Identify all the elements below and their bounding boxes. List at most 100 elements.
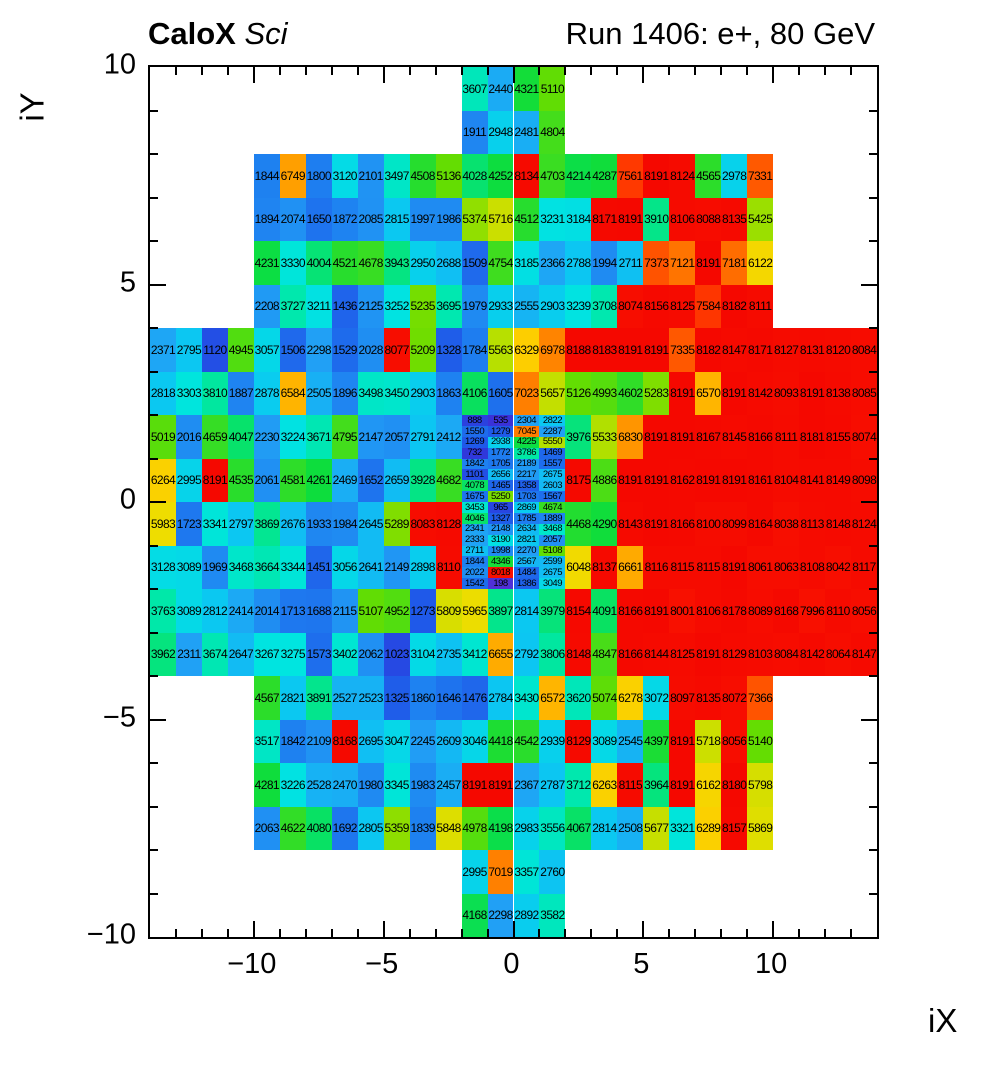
heatmap-cell: 8074	[851, 415, 877, 459]
heatmap-cell: 8166	[617, 589, 644, 633]
heatmap-cell: 8113	[799, 502, 826, 546]
heatmap-cell: 3582	[539, 893, 566, 937]
heatmap-cell: 5019	[150, 415, 176, 459]
heatmap-cell: 2014	[253, 589, 280, 633]
axis-tick	[330, 929, 333, 937]
axis-tick	[512, 921, 515, 937]
heatmap-fine-cell: 8018	[487, 567, 514, 579]
heatmap-cell: 5425	[747, 197, 774, 241]
heatmap-cell: 6048	[565, 545, 592, 589]
heatmap-cell: 4978	[461, 806, 488, 850]
heatmap-cell: 8167	[695, 415, 722, 459]
heatmap-cell: 3341	[201, 502, 228, 546]
heatmap-fine-cell: 965	[487, 502, 514, 513]
heatmap-cell: 8145	[721, 415, 748, 459]
heatmap-cell: 6570	[695, 371, 722, 415]
heatmap-cell: 2074	[279, 197, 306, 241]
heatmap-cell: 5374	[461, 197, 488, 241]
heatmap-cell: 3321	[669, 806, 696, 850]
heatmap-fine-cell: 888	[461, 415, 488, 426]
heatmap-fine-cell: 2599	[539, 556, 566, 568]
axis-tick	[382, 921, 385, 937]
heatmap-cell: 5809	[435, 589, 462, 633]
heatmap-cell: 5110	[539, 67, 566, 111]
heatmap-cell: 8191	[617, 458, 644, 502]
heatmap-cell: 2878	[253, 371, 280, 415]
heatmap-cell: 4682	[435, 458, 462, 502]
heatmap-cell: 6264	[150, 458, 176, 502]
heatmap-fine-cell: 2287	[539, 425, 566, 437]
heatmap-cell: 4945	[227, 328, 254, 372]
heatmap-cell: 4287	[591, 154, 618, 198]
heatmap-cell: 5126	[565, 371, 592, 415]
heatmap-cell: 4261	[305, 458, 332, 502]
heatmap-cell: 5209	[409, 328, 436, 372]
y-tick-label: 10	[103, 48, 136, 81]
heatmap-cell: 4106	[461, 371, 488, 415]
axis-tick	[150, 892, 158, 895]
heatmap-fine-cell: 3453	[461, 502, 488, 513]
heatmap-cell: 8142	[747, 371, 774, 415]
axis-tick	[252, 67, 255, 83]
heatmap-cell: 3072	[643, 676, 670, 720]
heatmap-cell: 1894	[253, 197, 280, 241]
heatmap-cell: 1573	[305, 632, 332, 676]
heatmap-cell: 8191	[695, 632, 722, 676]
axis-tick	[720, 67, 723, 75]
heatmap-cell: 8191	[669, 763, 696, 807]
heatmap-cell: 5136	[435, 154, 462, 198]
axis-tick	[356, 929, 359, 937]
heatmap-cell: 3430	[513, 676, 540, 720]
heatmap-cell: 2795	[175, 328, 202, 372]
heatmap-cell: 2791	[409, 415, 436, 459]
heatmap-cell: 3450	[383, 371, 410, 415]
heatmap-fine-cell: 2869	[513, 502, 540, 513]
heatmap-cell: 4397	[643, 719, 670, 763]
heatmap-cell: 3120	[331, 154, 358, 198]
axis-tick	[304, 929, 307, 937]
heatmap-cell: 1509	[461, 241, 488, 285]
heatmap-fine-cell: 2567	[513, 556, 540, 568]
heatmap-fine-cell: 1557	[539, 458, 566, 470]
heatmap-fine-cell: 1705	[487, 458, 514, 470]
heatmap-cell: 3224	[279, 415, 306, 459]
heatmap-cell: 2933	[487, 284, 514, 328]
axis-tick	[150, 283, 166, 286]
heatmap-cell: 8085	[851, 371, 877, 415]
heatmap-cell: 8155	[825, 415, 852, 459]
heatmap-cell: 8106	[669, 197, 696, 241]
heatmap-cell: 2797	[227, 502, 254, 546]
heatmap-cell: 2523	[357, 676, 384, 720]
heatmap-fine-cell: 2634	[513, 523, 540, 535]
heatmap-fine-cell: 4225	[513, 436, 540, 448]
axis-tick	[824, 929, 827, 937]
heatmap-fine-cell: 2675	[539, 469, 566, 481]
heatmap-cell: 2125	[357, 284, 384, 328]
heatmap-cell: 2784	[487, 676, 514, 720]
heatmap-cell: 2995	[175, 458, 202, 502]
heatmap-cell: 3806	[539, 632, 566, 676]
axis-tick	[590, 929, 593, 937]
heatmap-cell: 1688	[305, 589, 332, 633]
y-tick-label: 0	[119, 483, 136, 516]
heatmap-plot-frame: 3607 2440 4321 5110 1911 2948 2481 4804 1844 6749…	[148, 65, 879, 939]
heatmap-cell: 8191	[721, 371, 748, 415]
heatmap-cell: 4703	[539, 154, 566, 198]
y-tick-label: −10	[86, 918, 136, 951]
heatmap-cell: 4542	[513, 719, 540, 763]
heatmap-cell: 4886	[591, 458, 618, 502]
heatmap-cell: 2528	[305, 763, 332, 807]
heatmap-cell: 3810	[201, 371, 228, 415]
axis-tick	[408, 67, 411, 75]
heatmap-cell: 2230	[253, 415, 280, 459]
axis-tick	[150, 196, 158, 199]
axis-tick	[861, 283, 877, 286]
heatmap-cell: 3556	[539, 806, 566, 850]
axis-tick	[356, 67, 359, 75]
heatmap-cell: 3275	[279, 632, 306, 676]
heatmap-cell: 4602	[617, 371, 644, 415]
heatmap-cell: 2735	[435, 632, 462, 676]
heatmap-cell: 1529	[331, 328, 358, 372]
heatmap-cell: 2978	[721, 154, 748, 198]
heatmap-fine-cell: 1998	[487, 545, 514, 557]
